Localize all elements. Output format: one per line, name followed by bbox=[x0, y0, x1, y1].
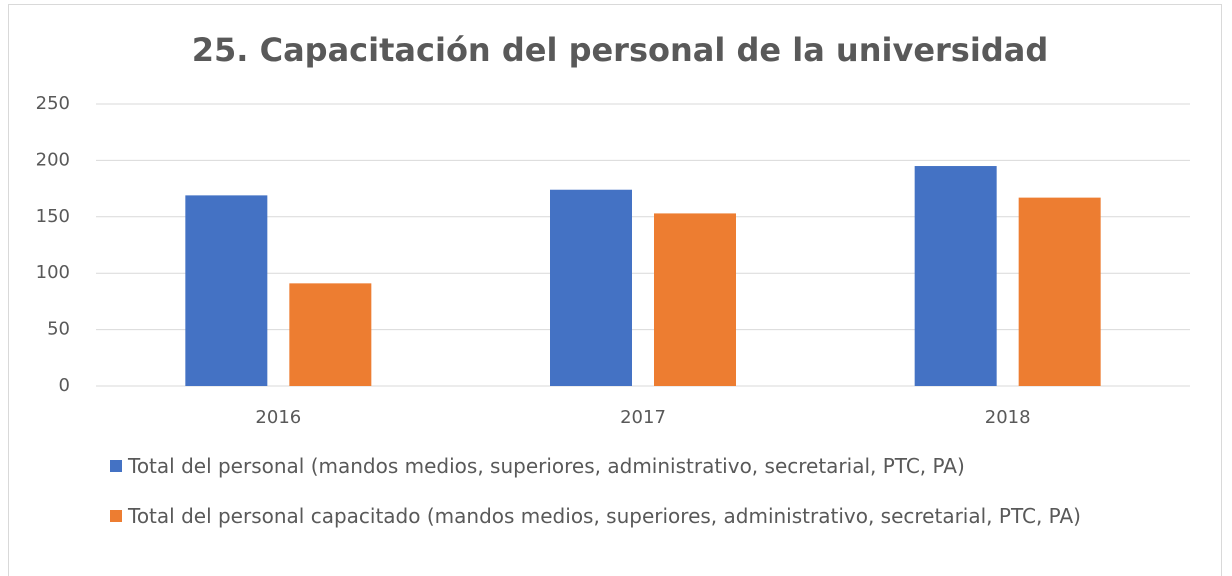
y-tick-label: 150 bbox=[36, 206, 70, 227]
chart-title: 25. Capacitación del personal de la univ… bbox=[192, 31, 1048, 69]
y-tick-label: 100 bbox=[36, 262, 70, 283]
bar bbox=[185, 195, 268, 386]
bar bbox=[550, 189, 632, 386]
bar bbox=[1018, 197, 1101, 386]
chart: 25. Capacitación del personal de la univ… bbox=[36, 31, 1190, 428]
legend: Total del personal (mandos medios, super… bbox=[110, 452, 1190, 552]
chart-frame bbox=[8, 4, 1222, 576]
y-tick-label: 200 bbox=[36, 149, 70, 170]
legend-label: Total del personal (mandos medios, super… bbox=[128, 454, 965, 478]
x-tick-label: 2018 bbox=[985, 407, 1031, 428]
legend-swatch bbox=[110, 460, 122, 472]
x-tick-label: 2016 bbox=[255, 407, 301, 428]
y-tick-label: 0 bbox=[59, 375, 70, 396]
y-tick-label: 250 bbox=[36, 93, 70, 114]
legend-label: Total del personal capacitado (mandos me… bbox=[128, 504, 1081, 528]
bar bbox=[654, 213, 736, 386]
legend-entry: Total del personal capacitado (mandos me… bbox=[110, 502, 1190, 530]
legend-entry: Total del personal (mandos medios, super… bbox=[110, 452, 1190, 480]
x-tick-label: 2017 bbox=[620, 407, 666, 428]
legend-swatch bbox=[110, 510, 122, 522]
y-tick-label: 50 bbox=[47, 319, 70, 340]
bar bbox=[289, 283, 372, 386]
bar bbox=[914, 166, 997, 386]
